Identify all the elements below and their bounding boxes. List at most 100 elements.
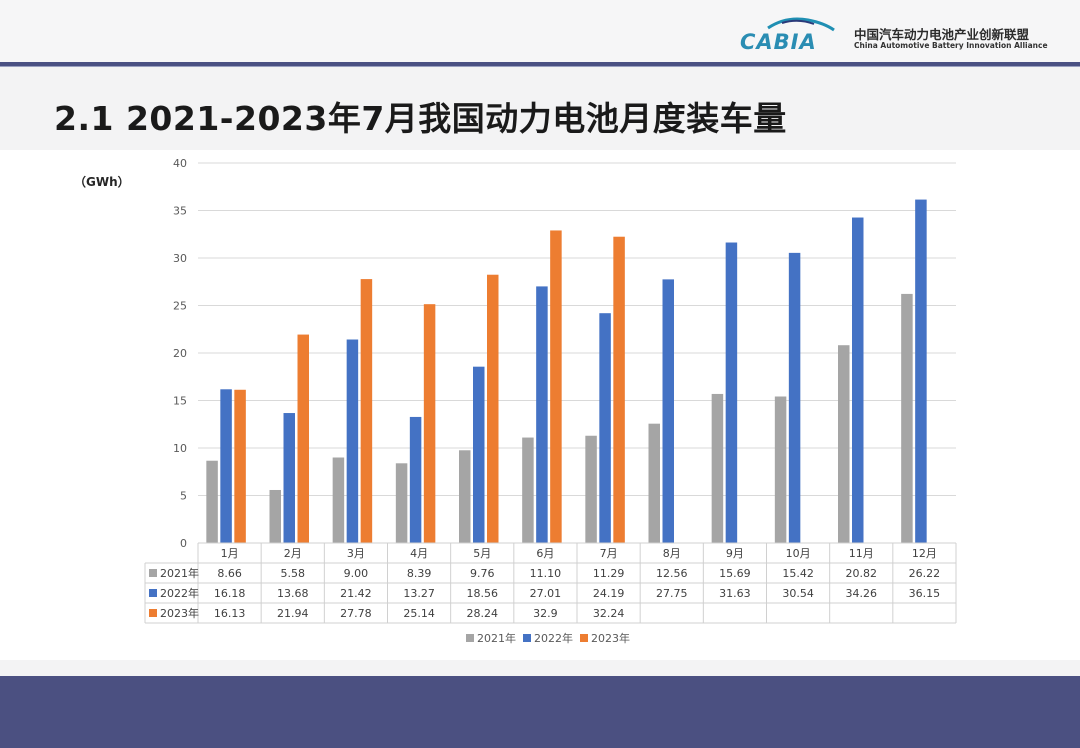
y-axis-unit: （GWh）: [74, 174, 130, 189]
slide-title: 2.1 2021-2023年7月我国动力电池月度装车量: [54, 99, 787, 138]
table-legend-swatch: [149, 569, 157, 577]
x-category-label: 7月: [600, 547, 618, 560]
y-tick-label: 25: [173, 300, 187, 313]
table-data-label: 36.15: [909, 587, 941, 600]
bar-2022年: [346, 339, 359, 543]
bar-2023年: [550, 230, 562, 543]
y-tick-label: 0: [180, 537, 187, 550]
table-data-label: 30.54: [782, 587, 814, 600]
bar-2021年: [901, 293, 913, 543]
x-category-label: 1月: [221, 547, 239, 560]
x-category-label: 9月: [726, 547, 744, 560]
table-data-label: 20.82: [846, 567, 878, 580]
bar-2023年: [297, 334, 309, 543]
table-legend-swatch: [149, 609, 157, 617]
header-divider: [0, 62, 1080, 66]
x-category-label: 3月: [347, 547, 365, 560]
bar-2021年: [648, 423, 660, 543]
table-data-label: 24.19: [593, 587, 625, 600]
bar-2021年: [522, 437, 534, 543]
y-tick-label: 5: [180, 490, 187, 503]
x-category-label: 4月: [410, 547, 428, 560]
bar-2022年: [852, 217, 864, 543]
y-tick-label: 30: [173, 252, 187, 265]
table-data-label: 8.66: [217, 567, 242, 580]
table-data-label: 13.27: [403, 587, 435, 600]
legend-label: 2023年: [591, 631, 630, 645]
slide-footer: [0, 676, 1080, 748]
org-name-cn: 中国汽车动力电池产业创新联盟: [854, 27, 1030, 42]
table-data-label: 21.42: [340, 587, 372, 600]
x-category-label: 5月: [473, 547, 491, 560]
logo-wordmark: CABIA: [740, 30, 817, 54]
bar-chart: 0 5 10 15 20 25 30 35 40 （GWh） 1月 2月 3月 4月 5月 6月 7月 8月 9月 1…: [74, 157, 957, 645]
table-data-label: 11.10: [530, 567, 562, 580]
table-data-label: 11.29: [593, 567, 625, 580]
legend-swatch: [580, 634, 588, 642]
table-legend-swatch: [149, 589, 157, 597]
table-data-label: 18.56: [467, 587, 499, 600]
x-category-label: 2月: [284, 547, 302, 560]
cabia-logo-icon: CABIA: [740, 17, 835, 54]
bar-2022年: [915, 199, 927, 543]
table-series-label: 2021年: [160, 566, 199, 580]
table-data-label: 32.9: [533, 607, 558, 620]
bar-2021年: [774, 396, 787, 543]
bar-2022年: [409, 416, 422, 543]
table-data-label: 5.58: [281, 567, 306, 580]
bar-2021年: [838, 345, 850, 543]
x-category-label: 11月: [849, 547, 874, 560]
table-data-label: 25.14: [403, 607, 435, 620]
table-data-label: 27.78: [340, 607, 372, 620]
org-name-en: China Automotive Battery Innovation Alli…: [854, 41, 1048, 50]
bar-2022年: [536, 286, 548, 543]
bar-2021年: [206, 460, 218, 543]
slide-header: CABIA 中国汽车动力电池产业创新联盟 China Automotive Ba…: [0, 0, 1080, 64]
table-data-label: 13.68: [277, 587, 309, 600]
table-data-label: 34.26: [846, 587, 878, 600]
x-category-label: 6月: [536, 547, 554, 560]
bar-2022年: [473, 366, 485, 543]
table-data-label: 21.94: [277, 607, 309, 620]
bar-2022年: [725, 242, 738, 543]
x-category-label: 10月: [786, 547, 811, 560]
table-data-label: 31.63: [719, 587, 751, 600]
table-data-label: 8.39: [407, 567, 432, 580]
x-category-label: 12月: [912, 547, 937, 560]
legend-label: 2022年: [534, 631, 573, 645]
y-tick-label: 40: [173, 157, 187, 170]
bar-2021年: [711, 393, 724, 543]
chart-panel: 0 5 10 15 20 25 30 35 40 （GWh） 1月 2月 3月 4月 5月 6月 7月 8月 9月 1…: [0, 150, 1080, 660]
table-data-label: 12.56: [656, 567, 688, 580]
bar-2023年: [487, 274, 499, 543]
table-data-label: 16.13: [214, 607, 246, 620]
table-data-label: 27.75: [656, 587, 688, 600]
y-tick-label: 15: [173, 395, 187, 408]
table-data-label: 15.42: [782, 567, 814, 580]
bar-2022年: [788, 252, 801, 543]
table-data-label: 26.22: [909, 567, 941, 580]
bar-2023年: [360, 279, 373, 543]
bar-2023年: [613, 236, 625, 543]
legend-swatch: [466, 634, 474, 642]
legend-label: 2021年: [477, 631, 516, 645]
table-series-label: 2022年: [160, 586, 199, 600]
x-category-label: 8月: [663, 547, 681, 560]
bar-2023年: [234, 389, 246, 543]
bar-2022年: [599, 313, 611, 543]
bar-2023年: [423, 304, 436, 543]
legend-swatch: [523, 634, 531, 642]
bar-2021年: [269, 489, 281, 543]
table-data-label: 9.76: [470, 567, 495, 580]
y-tick-label: 20: [173, 347, 187, 360]
table-data-label: 32.24: [593, 607, 625, 620]
bar-2021年: [459, 450, 471, 543]
bar-2021年: [332, 457, 345, 543]
table-data-label: 9.00: [344, 567, 369, 580]
bar-2021年: [585, 435, 597, 543]
table-data-label: 28.24: [467, 607, 499, 620]
header-divider-thin: [0, 66, 1080, 67]
table-data-label: 15.69: [719, 567, 751, 580]
y-tick-label: 35: [173, 205, 187, 218]
cabia-logo: CABIA 中国汽车动力电池产业创新联盟 China Automotive Ba…: [738, 14, 1048, 58]
